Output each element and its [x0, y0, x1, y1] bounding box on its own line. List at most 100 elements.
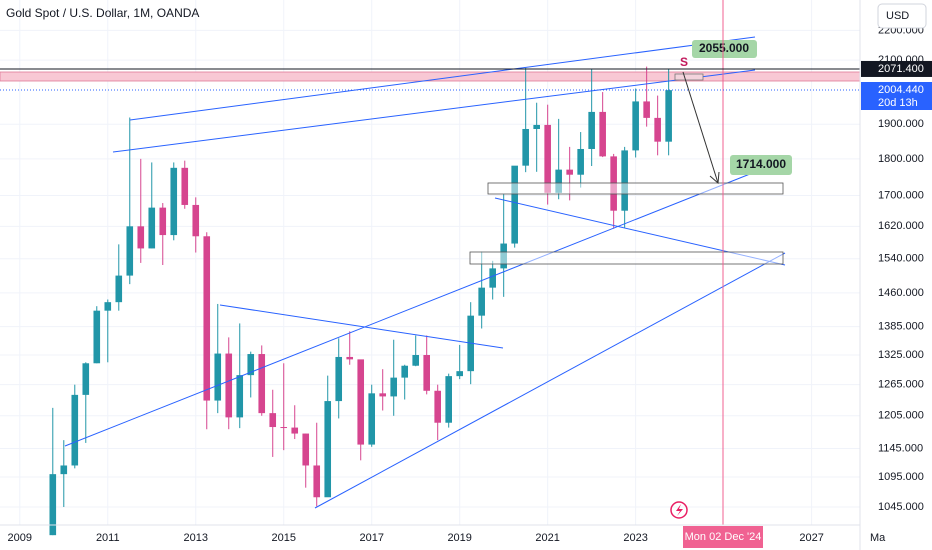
y-tick-label: 2200.000 [878, 24, 924, 36]
trendline [129, 36, 756, 121]
price-line-box [861, 60, 932, 77]
zone-rect [487, 182, 784, 195]
candles [49, 66, 672, 536]
x-tick-label: 2023 [623, 532, 647, 544]
y-tick-label: 1205.000 [878, 410, 924, 422]
arrow [682, 71, 719, 184]
candle-body [104, 302, 112, 311]
x-tick-label: 2013 [184, 532, 208, 544]
candle-body [357, 359, 365, 445]
candle-body [379, 393, 387, 397]
zone-rect [674, 73, 704, 81]
last-price-label: 2004.440 [878, 84, 924, 96]
y-tick-label: 1800.000 [878, 153, 924, 165]
candle-body [478, 287, 485, 316]
price-line-label: 2071.400 [878, 63, 924, 75]
candle-body [566, 169, 573, 175]
x-tick-label: 2011 [96, 532, 120, 544]
arrow-head [709, 171, 720, 185]
candle-body [533, 124, 540, 129]
candle-body [192, 204, 200, 237]
y-tick-label: 1385.000 [878, 321, 924, 333]
candle-body [643, 101, 650, 118]
candle-body [390, 377, 398, 397]
y-tick-label: 1145.000 [878, 442, 923, 454]
y-tick-label: 1095.000 [878, 471, 924, 483]
candle-body [544, 124, 551, 193]
drawings: 2055.000 1714.000 S [64, 0, 792, 525]
candle-body [665, 90, 672, 142]
icon [676, 504, 683, 516]
candle-body [258, 354, 266, 414]
y-tick-label: 1620.000 [878, 220, 924, 232]
x-tick-label: 2015 [271, 532, 295, 544]
candle-body [137, 226, 145, 249]
annotation: S [680, 55, 688, 69]
candle-body [203, 236, 211, 401]
candle-body [60, 465, 68, 475]
trendline [314, 252, 786, 509]
candle-body [71, 394, 79, 466]
label-box [730, 155, 792, 175]
x-tick-label: 2009 [8, 532, 32, 544]
candle-body [412, 355, 420, 366]
countdown: 20d 13h [878, 97, 918, 109]
candle-body [93, 310, 101, 364]
candle-body [269, 413, 277, 428]
candle-body [313, 465, 321, 498]
candle-body [159, 207, 167, 236]
candle-body [148, 207, 156, 249]
candle-body [632, 101, 639, 151]
candle-body [280, 427, 288, 429]
candle-body [511, 165, 518, 244]
y-tick-label: 1460.000 [878, 287, 924, 299]
candle-body [335, 356, 343, 402]
candle-body [82, 363, 90, 395]
price-lines [0, 68, 860, 91]
candle-body [126, 226, 134, 276]
last-price-box [861, 81, 932, 110]
label-box [692, 40, 757, 58]
x-tick-label: 2017 [359, 532, 383, 544]
currency-button[interactable] [877, 3, 927, 29]
candle-body [577, 148, 584, 175]
crosshair-label-box [683, 526, 763, 548]
annotation: 1714.000 [736, 157, 786, 171]
candle-body [423, 355, 430, 391]
candle-body [115, 275, 123, 303]
crosshair-label: Mon 02 Dec '24 [685, 531, 762, 543]
candle-body [236, 375, 244, 418]
trendline [112, 69, 756, 153]
candle-body [170, 167, 178, 236]
x-tick-label: 2021 [535, 532, 559, 544]
icon [670, 501, 688, 519]
candle-body [401, 365, 409, 378]
candle-body [588, 111, 595, 149]
candle-body [181, 167, 189, 205]
candle-body [49, 474, 57, 536]
currency[interactable]: USD [886, 10, 909, 22]
candle-body [434, 390, 441, 423]
grid [0, 0, 860, 525]
candle-body [346, 356, 354, 360]
candle-body [291, 427, 299, 434]
candle-body [247, 354, 255, 376]
x-tick-label: 2027 [799, 532, 823, 544]
candle-body [324, 401, 332, 498]
candle-body [368, 393, 376, 445]
y-tick-label: 1265.000 [878, 379, 924, 391]
y-tick-label: 1700.000 [878, 189, 924, 201]
candle-body [489, 268, 496, 288]
candle-body [445, 376, 452, 423]
trendline [219, 304, 504, 349]
candle-body [599, 111, 606, 157]
y-tick-label: 1045.000 [878, 501, 924, 513]
candle-body [302, 433, 310, 466]
candle-body [214, 353, 222, 401]
trendline [64, 171, 756, 447]
x-tick-label: 2019 [447, 532, 471, 544]
zone-rect [469, 251, 784, 265]
annotation: 2055.000 [699, 41, 749, 55]
y-tick-label: 1540.000 [878, 253, 924, 265]
